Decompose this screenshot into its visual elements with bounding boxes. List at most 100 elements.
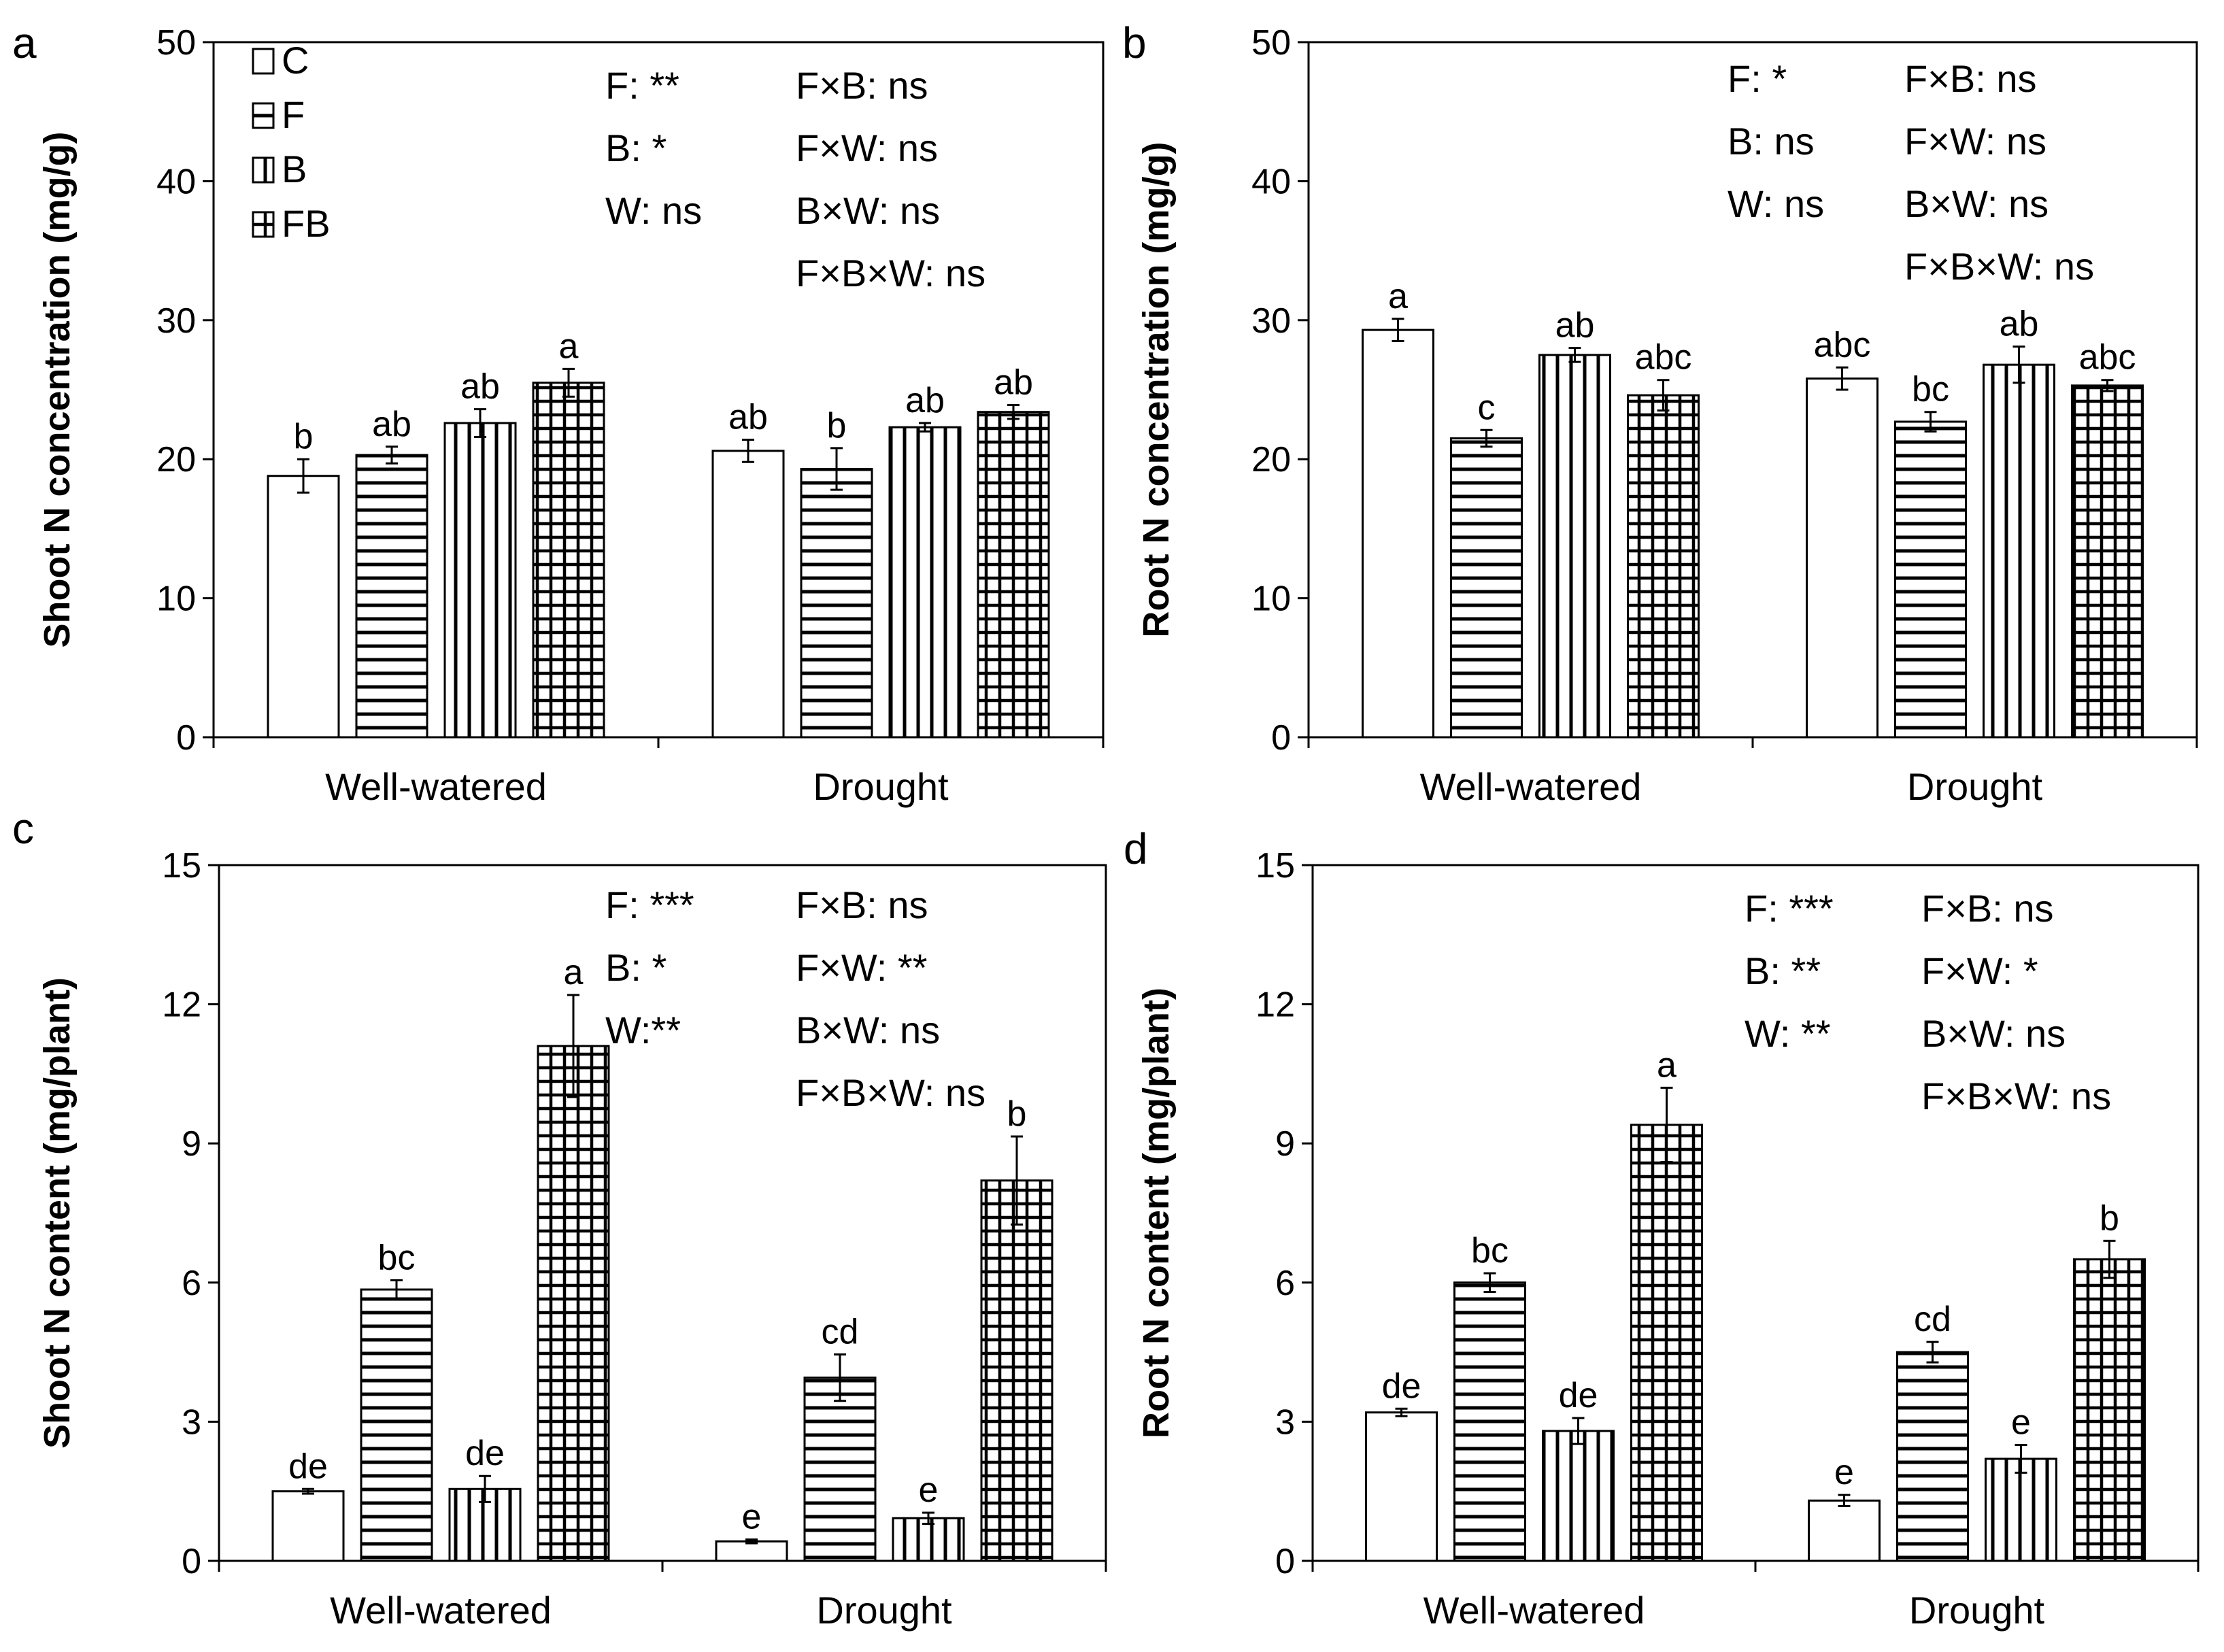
bar-C-wellwatered [1362, 328, 1434, 739]
significance-letter: a [1657, 1045, 1677, 1085]
stat-interaction: B×W: ns [796, 1009, 940, 1051]
stat-main-effect: B: ** [1745, 949, 1821, 992]
stat-main-effect: W:** [605, 1009, 681, 1051]
significance-letter: bc [378, 1238, 416, 1277]
bar-FB-wellwatered [537, 1045, 610, 1562]
stat-main-effect: B: ns [1728, 120, 1815, 163]
bar-F-wellwatered [1453, 1281, 1526, 1562]
bar-C-drought [715, 1540, 788, 1562]
panels-group: 0 10 20 30 40 50 Shoot N concentration (mg/g) a… [12, 18, 2200, 1632]
significance-letter: de [288, 1447, 328, 1486]
legend-label-C: C [282, 39, 309, 82]
legend-swatch-C [252, 48, 275, 75]
stat-interaction: F×B×W: ns [1921, 1075, 2111, 1117]
stat-interaction: F×W: ns [796, 127, 938, 169]
y-tick-label: 30 [156, 301, 196, 341]
significance-letter: de [1382, 1366, 1421, 1406]
x-category-label: Drought [1909, 1589, 2045, 1632]
stat-main-effect: B: * [605, 946, 667, 989]
significance-letter: e [742, 1498, 762, 1537]
stat-interaction: F×B: ns [1921, 887, 2054, 930]
significance-letter: b [827, 406, 847, 445]
bar-B-wellwatered [1542, 1430, 1615, 1562]
stat-interaction: F×B×W: ns [1904, 245, 2094, 288]
y-tick-label: 50 [1251, 23, 1291, 63]
y-axis-label: Shoot N content (mg/plant) [37, 977, 78, 1449]
legend-label-F: F [282, 93, 305, 136]
bar-FB-drought [2071, 384, 2144, 739]
stat-main-effect: W: ns [605, 189, 702, 232]
stat-main-effect: F: *** [1745, 887, 1834, 930]
bar-FB-drought [2073, 1258, 2146, 1562]
stat-interaction: B×W: ns [796, 189, 940, 232]
y-tick-label: 10 [1251, 579, 1291, 619]
bar-B-drought [888, 426, 962, 739]
significance-letter: b [1007, 1094, 1027, 1134]
panel-letter: d [1124, 824, 1148, 873]
legend-label-B: B [282, 148, 307, 190]
stat-interaction: F×B×W: ns [796, 1071, 985, 1114]
bar-C-wellwatered [1365, 1411, 1438, 1562]
stat-main-effect: W: ** [1745, 1012, 1831, 1055]
y-tick-label: 50 [156, 23, 196, 63]
bar-FB-drought [977, 411, 1050, 739]
significance-letter: a [559, 326, 579, 366]
x-category-label: Well-watered [330, 1589, 552, 1632]
bar-F-drought [800, 468, 873, 739]
bar-C-drought [1806, 377, 1878, 739]
bar-F-drought [803, 1377, 877, 1562]
stat-interaction: F×W: * [1921, 949, 2038, 992]
y-tick-label: 9 [182, 1124, 201, 1164]
y-tick-label: 12 [1256, 985, 1295, 1025]
y-tick-label: 0 [182, 1542, 201, 1581]
y-tick-label: 30 [1251, 301, 1291, 341]
y-axis-label: Shoot N concentration (mg/g) [37, 132, 78, 648]
chart-panel-c: 0 3 6 9 12 15 Shoot N content (mg/plant) c Well-… [12, 804, 1107, 1632]
significance-letter: ab [994, 363, 1033, 402]
bar-B-wellwatered [443, 422, 517, 739]
legend-label-FB: FB [282, 202, 331, 245]
significance-letter: ab [905, 381, 945, 420]
x-category-label: Drought [1907, 765, 2043, 808]
significance-letter: a [1388, 277, 1408, 316]
bar-FB-drought [980, 1179, 1054, 1562]
stat-interaction: F×B×W: ns [796, 252, 985, 294]
stat-interaction: F×W: ns [1904, 120, 2046, 163]
significance-letter: ab [2000, 305, 2039, 344]
x-category-label: Drought [816, 1589, 952, 1632]
significance-letter: a [564, 953, 584, 992]
y-axis-label: Root N concentration (mg/g) [1136, 142, 1177, 638]
y-tick-label: 0 [176, 718, 196, 758]
y-tick-label: 40 [156, 162, 196, 201]
y-tick-label: 0 [1271, 718, 1291, 758]
y-tick-label: 0 [1275, 1542, 1295, 1581]
stat-interaction: F×W: ** [796, 946, 927, 989]
bar-C-wellwatered [271, 1490, 345, 1562]
significance-letter: e [1834, 1453, 1854, 1492]
panel-letter: a [12, 18, 37, 67]
bar-FB-wellwatered [532, 382, 605, 739]
significance-letter: abc [1635, 338, 1692, 377]
significance-letter: cd [822, 1313, 859, 1352]
significance-letter: bc [1471, 1231, 1509, 1270]
y-tick-label: 20 [1251, 440, 1291, 479]
significance-letter: e [919, 1470, 939, 1510]
y-tick-label: 40 [1251, 162, 1291, 201]
bar-F-wellwatered [360, 1288, 433, 1562]
significance-letter: c [1478, 388, 1496, 427]
bar-FB-wellwatered [1630, 1124, 1703, 1562]
stat-main-effect: F: *** [605, 883, 694, 926]
significance-letter: ab [728, 398, 768, 437]
stat-main-effect: W: ns [1728, 182, 1824, 225]
stat-interaction: F×B: ns [796, 64, 928, 107]
bar-F-drought [1896, 1351, 1969, 1562]
significance-letter: abc [2079, 338, 2136, 377]
bar-F-drought [1894, 420, 1967, 739]
chart-panel-d: 0 3 6 9 12 15 Root N content (mg/plant) d Well-w… [1124, 824, 2200, 1632]
significance-letter: ab [1555, 306, 1595, 345]
significance-letter: ab [460, 367, 500, 407]
stat-interaction: B×W: ns [1921, 1012, 2066, 1055]
legend-swatch-FB [252, 211, 275, 238]
x-category-label: Well-watered [1423, 1589, 1645, 1632]
